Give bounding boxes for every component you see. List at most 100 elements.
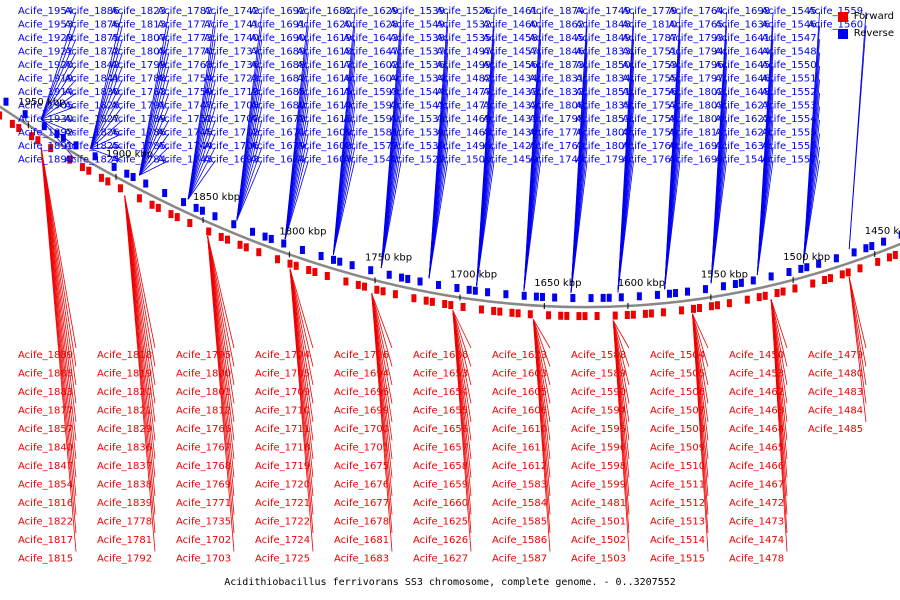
reverse-gene-arrow (60, 133, 66, 142)
reverse-gene-label: Acife_1851 (576, 87, 631, 98)
reverse-callout-line (138, 11, 170, 176)
gene-features (0, 97, 900, 321)
reverse-callout-line (187, 65, 216, 200)
forward-gene-label: Acife_1656 (413, 424, 468, 435)
forward-gene-arrow (155, 203, 161, 212)
forward-gene-arrow (105, 177, 111, 186)
forward-gene-label: Acife_1699 (334, 406, 389, 417)
reverse-gene-arrow (636, 292, 642, 301)
forward-callout-line (124, 195, 156, 367)
forward-gene-label: Acife_1705 (255, 369, 310, 380)
forward-gene-arrow (306, 266, 312, 275)
forward-gene-label: Acife_1586 (492, 535, 547, 546)
forward-gene-arrow (79, 163, 85, 172)
reverse-gene-label: Acife_1621 (715, 101, 770, 112)
reverse-gene-label: Acife_1532 (436, 20, 491, 31)
legend-reverse: Reverse (837, 25, 894, 42)
reverse-gene-arrow (281, 239, 287, 248)
reverse-gene-arrow (54, 130, 60, 139)
forward-gene-arrow (744, 295, 750, 304)
reverse-gene-label: Acife_1468 (436, 128, 491, 139)
forward-callout-line (207, 235, 235, 404)
forward-callout-line (371, 293, 393, 423)
reverse-gene-label: Acife_1803 (669, 101, 724, 112)
reverse-gene-label: Acife_1796 (669, 60, 724, 71)
forward-gene-label: Acife_1696 (334, 387, 389, 398)
reverse-gene-label: Acife_1875 (64, 33, 119, 44)
reverse-gene-arrow (349, 261, 355, 270)
forward-callout-line (612, 320, 630, 349)
reverse-callout-line (90, 119, 123, 149)
forward-gene-label: Acife_1724 (255, 535, 310, 546)
forward-gene-arrow (442, 300, 448, 309)
reverse-gene-label: Acife_1848 (576, 20, 631, 31)
reverse-gene-arrow (732, 280, 738, 289)
reverse-callout-line (236, 133, 263, 221)
reverse-gene-label: Acife_1530 (390, 141, 445, 152)
reverse-gene-label: Acife_1752 (157, 114, 212, 125)
reverse-gene-label: Acife_1745 (157, 128, 212, 139)
reverse-gene-label: Acife_1608 (297, 141, 352, 152)
reverse-gene-label: Acife_1581 (343, 128, 398, 139)
forward-gene-label: Acife_1474 (729, 535, 784, 546)
reverse-gene-label: Acife_1862 (529, 20, 584, 31)
forward-gene-label: Acife_1596 (571, 443, 626, 454)
forward-gene-label: Acife_1595 (571, 424, 626, 435)
reverse-gene-arrow (720, 282, 726, 291)
forward-gene-label: Acife_1453 (729, 369, 784, 380)
forward-gene-arrow (16, 124, 22, 133)
forward-gene-arrow (411, 294, 417, 303)
reverse-gene-label: Acife_1533 (390, 114, 445, 125)
reverse-gene-arrow (417, 277, 423, 286)
reverse-gene-label: Acife_1759 (622, 128, 677, 139)
forward-gene-arrow (355, 280, 361, 289)
reverse-gene-label: Acife_1802 (669, 87, 724, 98)
forward-gene-label: Acife_1735 (176, 517, 231, 528)
reverse-gene-label: Acife_1757 (622, 101, 677, 112)
forward-callout-line (40, 147, 77, 552)
forward-gene-label: Acife_1703 (176, 554, 231, 565)
tick-label: 1750 kbp (365, 252, 412, 263)
reverse-callout-line (332, 160, 356, 255)
reverse-gene-label: Acife_1609 (297, 128, 352, 139)
reverse-callout-line (89, 79, 123, 149)
reverse-gene-arrow (833, 254, 839, 263)
forward-gene-arrow (256, 248, 262, 257)
forward-gene-label: Acife_1594 (571, 406, 626, 417)
reverse-callout-line (89, 38, 123, 149)
reverse-gene-label: Acife_1534 (390, 74, 445, 85)
forward-gene-arrow (594, 312, 600, 321)
reverse-gene-label: Acife_1671 (250, 128, 305, 139)
reverse-gene-label: Acife_1760 (622, 141, 677, 152)
reverse-gene-label: Acife_1553 (762, 101, 817, 112)
reverse-gene-label: Acife_1853 (576, 114, 631, 125)
reverse-gene-label: Acife_1689 (250, 47, 305, 58)
reverse-gene-label: Acife_1923 (18, 33, 73, 44)
forward-callout-line (532, 319, 551, 552)
reverse-gene-arrow (41, 122, 47, 131)
forward-gene-label: Acife_1483 (808, 387, 863, 398)
forward-gene-label: Acife_1778 (97, 517, 152, 528)
reverse-gene-label: Acife_1747 (157, 101, 212, 112)
reverse-gene-label: Acife_1604 (343, 74, 398, 85)
forward-callout-line (848, 277, 867, 386)
forward-gene-label: Acife_1473 (729, 517, 784, 528)
forward-gene-arrow (67, 155, 73, 164)
forward-callout-line (371, 293, 393, 386)
forward-gene-label: Acife_1721 (255, 498, 310, 509)
forward-callout-line (371, 293, 393, 552)
forward-gene-label: Acife_1847 (18, 461, 73, 472)
forward-callout-line (692, 313, 709, 386)
reverse-gene-label: Acife_1797 (669, 74, 724, 85)
tick-label: 1600 kbp (618, 278, 665, 289)
map-caption: Acidithiobacillus ferrivorans SS3 chromo… (224, 577, 676, 588)
forward-callout-line (207, 236, 235, 552)
reverse-gene-label: Acife_1761 (622, 155, 677, 166)
reverse-gene-label: Acife_1741 (204, 20, 259, 31)
forward-callout-line (40, 147, 77, 349)
forward-gene-label: Acife_1722 (255, 517, 310, 528)
reverse-callout-line (138, 25, 170, 176)
reverse-callout-line (187, 133, 216, 200)
reverse-callout-line (523, 160, 542, 291)
